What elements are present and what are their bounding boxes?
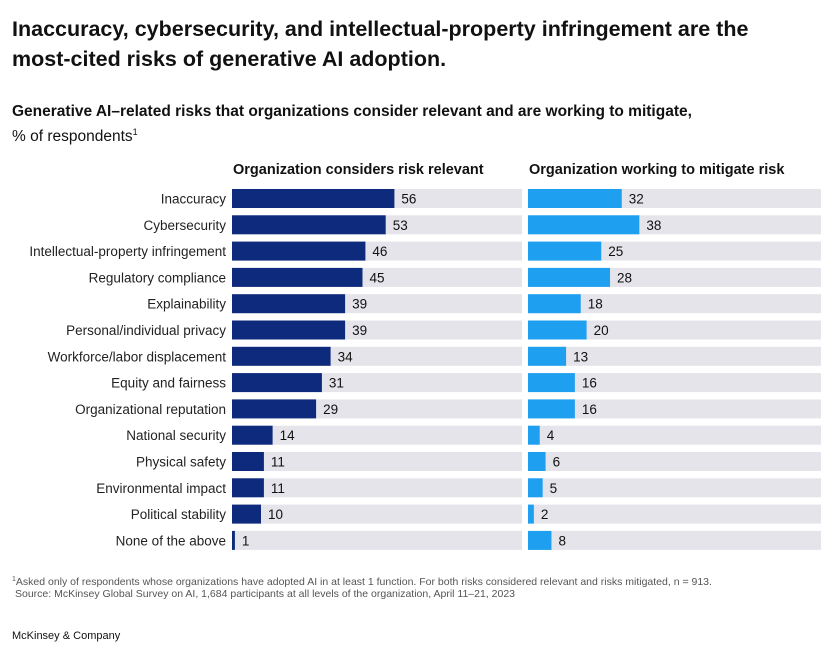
category-label: Workforce/labor displacement bbox=[48, 349, 227, 364]
category-label: Inaccuracy bbox=[161, 192, 227, 207]
source-note: Source: McKinsey Global Survey on AI, 1,… bbox=[15, 588, 516, 600]
bar-track bbox=[528, 373, 821, 393]
category-label: Equity and fairness bbox=[111, 376, 226, 391]
bar-value-label: 14 bbox=[280, 428, 296, 443]
bar-value-label: 5 bbox=[550, 481, 558, 496]
bar-track bbox=[528, 504, 821, 524]
bar bbox=[528, 346, 567, 366]
bar-track bbox=[528, 399, 821, 419]
panel-title-mitigate: Organization working to mitigate risk bbox=[529, 162, 785, 178]
bar bbox=[528, 373, 575, 393]
footnote: 1Asked only of respondents whose organiz… bbox=[12, 573, 822, 589]
category-label: Physical safety bbox=[136, 455, 226, 470]
bar bbox=[232, 294, 346, 314]
chart-subtitle: Generative AI–related risks that organiz… bbox=[12, 103, 692, 120]
bar-value-label: 13 bbox=[573, 349, 588, 364]
category-label: Personal/individual privacy bbox=[66, 323, 226, 338]
bar-value-label: 31 bbox=[329, 376, 344, 391]
bar-track bbox=[232, 530, 522, 550]
bar-value-label: 25 bbox=[608, 244, 623, 259]
bar-track bbox=[232, 504, 522, 524]
bar-value-label: 10 bbox=[268, 507, 283, 522]
bar bbox=[528, 294, 581, 314]
unit-footnote-marker: 1 bbox=[132, 127, 138, 137]
category-label: National security bbox=[126, 428, 226, 443]
bar bbox=[528, 399, 575, 419]
bar-value-label: 38 bbox=[646, 218, 661, 233]
bar-value-label: 6 bbox=[553, 455, 561, 470]
category-label: Explainability bbox=[147, 297, 226, 312]
bar-value-label: 11 bbox=[271, 481, 285, 496]
bar-value-label: 29 bbox=[323, 402, 338, 417]
bar bbox=[528, 241, 602, 261]
bar-value-label: 11 bbox=[271, 455, 285, 470]
bar-value-label: 20 bbox=[594, 323, 609, 338]
bar-value-label: 16 bbox=[582, 402, 597, 417]
bar bbox=[232, 373, 322, 393]
bar-value-label: 34 bbox=[338, 349, 354, 364]
unit-label-text: % of respondents bbox=[12, 128, 133, 145]
bar-track bbox=[528, 320, 821, 340]
bar-value-label: 39 bbox=[352, 297, 367, 312]
bar-value-label: 32 bbox=[629, 192, 644, 207]
bar-track bbox=[528, 346, 821, 366]
bar-track bbox=[528, 425, 821, 445]
bar bbox=[528, 530, 552, 550]
category-label: Organizational reputation bbox=[75, 402, 226, 417]
bar bbox=[528, 452, 546, 471]
bar bbox=[232, 320, 346, 340]
bar-value-label: 18 bbox=[588, 297, 603, 312]
bar-value-label: 53 bbox=[393, 218, 408, 233]
bar bbox=[232, 189, 395, 208]
bar bbox=[232, 215, 386, 235]
bar-value-label: 39 bbox=[352, 323, 367, 338]
bar-value-label: 46 bbox=[372, 244, 387, 259]
bar-value-label: 4 bbox=[547, 428, 555, 443]
bar bbox=[528, 425, 540, 445]
bar-value-label: 1 bbox=[242, 533, 250, 548]
bar bbox=[232, 530, 235, 550]
bar bbox=[528, 320, 587, 340]
bar-track bbox=[232, 452, 522, 471]
category-label: Regulatory compliance bbox=[89, 270, 226, 285]
bar-track bbox=[528, 452, 821, 471]
footnote-marker: 1 bbox=[12, 576, 16, 583]
category-label: Intellectual-property infringement bbox=[29, 244, 226, 259]
footnote-text: Asked only of respondents whose organiza… bbox=[15, 576, 712, 588]
panel-title-relevant: Organization considers risk relevant bbox=[233, 162, 484, 178]
bar-track bbox=[232, 425, 522, 445]
bar bbox=[528, 478, 543, 498]
category-label: None of the above bbox=[116, 533, 226, 548]
bar bbox=[528, 504, 534, 524]
bar bbox=[232, 425, 273, 445]
bar bbox=[232, 267, 363, 287]
bar-value-label: 8 bbox=[558, 533, 566, 548]
bar-value-label: 16 bbox=[582, 376, 597, 391]
bar bbox=[232, 346, 331, 366]
bar bbox=[528, 267, 611, 287]
bar bbox=[232, 452, 264, 471]
bar-value-label: 56 bbox=[401, 192, 416, 207]
category-label: Cybersecurity bbox=[143, 218, 226, 233]
chart-title: Inaccuracy, cybersecurity, and intellect… bbox=[12, 17, 749, 71]
category-label: Environmental impact bbox=[96, 481, 226, 496]
bar bbox=[232, 478, 264, 498]
bar bbox=[232, 399, 317, 419]
bar-track bbox=[232, 478, 522, 498]
bar-value-label: 28 bbox=[617, 270, 632, 285]
bar bbox=[232, 241, 366, 261]
brand-logo-text: McKinsey & Company bbox=[12, 630, 121, 642]
bar bbox=[232, 504, 261, 524]
bar-track bbox=[528, 530, 821, 550]
unit-label: % of respondents1 bbox=[12, 122, 138, 147]
bar bbox=[528, 189, 622, 208]
category-label: Political stability bbox=[131, 507, 227, 522]
bar bbox=[528, 215, 640, 235]
bar-value-label: 2 bbox=[541, 507, 549, 522]
bar-value-label: 45 bbox=[370, 270, 385, 285]
bar-track bbox=[528, 478, 821, 498]
bar-track bbox=[528, 294, 821, 314]
